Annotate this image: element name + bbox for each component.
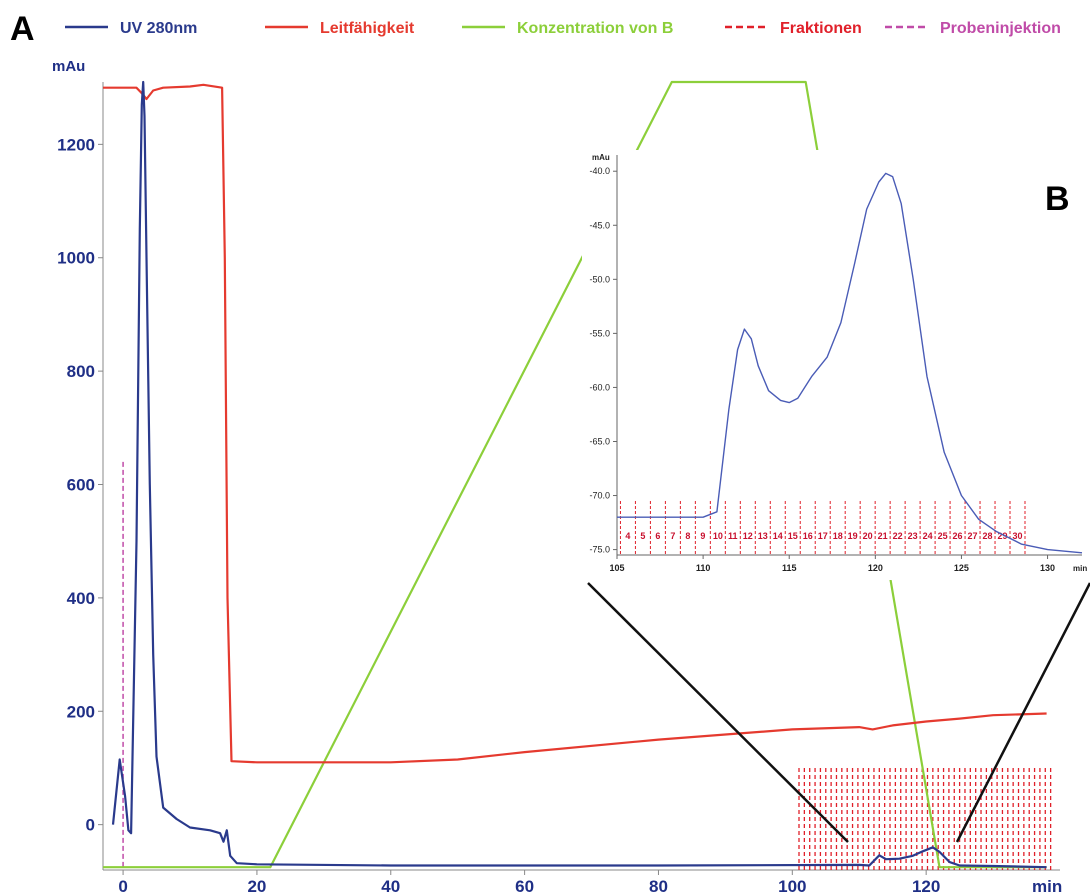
inset-fraction-label: 28: [983, 531, 993, 541]
legend-label: Fraktionen: [780, 20, 862, 37]
main-x-axis-unit: min: [1032, 877, 1062, 895]
legend-item-uv-280nm: UV 280nm: [65, 20, 197, 37]
inset-y-tick-label: -40.0: [589, 166, 610, 176]
inset-y-tick-label: -50.0: [589, 274, 610, 284]
legend-label: UV 280nm: [120, 20, 197, 37]
main-y-tick-label: 0: [86, 816, 95, 835]
inset-chart: -40.0 -45.0 -50.0 -55.0 -60.0 -65.0 -70.0 -75.0…: [582, 150, 1090, 580]
inset-fraction-label: 19: [848, 531, 858, 541]
zoom-connector-right: [955, 582, 1090, 843]
inset-fraction-label: 14: [773, 531, 783, 541]
inset-background: [582, 150, 1090, 580]
inset-fraction-markers: 4 5 6 7 8 9 10 11 12 13 14 15 16 17 18 19 20 21 22 23 24 25 26…: [619, 500, 1026, 555]
inset-fraction-label: 29: [998, 531, 1008, 541]
inset-x-tick-label: 130: [1040, 563, 1055, 573]
inset-x-tick-label: 105: [609, 563, 624, 573]
main-y-tick-label: 1000: [57, 249, 95, 268]
inset-y-tick-label: -55.0: [589, 328, 610, 338]
inset-fraction-label: 24: [923, 531, 933, 541]
main-series: [103, 80, 1047, 869]
inset-y-axis-unit: mAu: [592, 153, 610, 162]
inset-fraction-label: 15: [788, 531, 798, 541]
inset-axes: -40.0 -45.0 -50.0 -55.0 -60.0 -65.0 -70.0 -75.0…: [589, 155, 1082, 573]
main-y-tick-label: 1200: [57, 135, 95, 154]
main-fraction-markers: [798, 767, 1052, 870]
inset-fraction-label: 25: [938, 531, 948, 541]
legend-item-probeninjektion: Probeninjektion: [885, 20, 1061, 37]
inset-fraction-label: 16: [803, 531, 813, 541]
inset-x-tick-label: 120: [868, 563, 883, 573]
zoom-connector-lines: [587, 582, 1090, 843]
main-y-tick-label: 200: [67, 702, 95, 721]
zoom-connector-left: [587, 582, 849, 843]
main-x-tick-label: 100: [778, 877, 806, 895]
inset-fraction-label: 10: [713, 531, 723, 541]
main-x-tick-label: 120: [912, 877, 940, 895]
legend-label: Leitfähigkeit: [320, 20, 415, 37]
panel-label-a: A: [10, 10, 35, 48]
inset-fraction-label: 21: [878, 531, 888, 541]
legend-item-fraktionen: Fraktionen: [725, 20, 862, 37]
main-x-tick-label: 20: [247, 877, 266, 895]
inset-x-tick-label: 110: [696, 563, 711, 573]
inset-fraction-label: 8: [685, 531, 690, 541]
inset-y-tick-label: -65.0: [589, 436, 610, 446]
inset-fraction-label: 11: [728, 531, 738, 541]
inset-fraction-label: 26: [953, 531, 963, 541]
inset-fraction-label: 27: [968, 531, 978, 541]
main-x-tick-label: 60: [515, 877, 534, 895]
main-x-tick-label: 0: [118, 877, 127, 895]
main-y-tick-label: 800: [67, 362, 95, 381]
inset-fraction-label: 6: [655, 531, 660, 541]
legend-label: Konzentration von B: [517, 20, 673, 37]
main-axes: 0 200 400 600 800 1000 1200 0 20 40 60 80 100 120: [57, 82, 1060, 895]
main-series-uv-280nm: [111, 80, 1047, 869]
legend-item-konzentration-von-b: Konzentration von B: [462, 20, 673, 37]
inset-x-axis-unit: min: [1073, 564, 1087, 573]
main-x-tick-label: 40: [381, 877, 400, 895]
inset-fraction-label: 20: [863, 531, 873, 541]
inset-series: [617, 172, 1083, 554]
main-chart: 0 200 400 600 800 1000 1200 0 20 40 60 80 100 120 mAu…: [52, 58, 1062, 895]
main-y-tick-label: 600: [67, 476, 95, 495]
inset-fraction-label: 13: [758, 531, 768, 541]
inset-fraction-label: 9: [700, 531, 705, 541]
legend-item-leitf-higkeit: Leitfähigkeit: [265, 20, 415, 37]
inset-fraction-label: 7: [670, 531, 675, 541]
panel-label-b: B: [1045, 180, 1070, 218]
inset-fraction-label: 4: [625, 531, 630, 541]
inset-y-tick-label: -70.0: [589, 491, 610, 501]
main-y-tick-label: 400: [67, 589, 95, 608]
inset-x-tick-label: 125: [954, 563, 969, 573]
inset-series-uv-280nm: [617, 172, 1083, 554]
main-series-leitf-higkeit: [103, 83, 1047, 764]
main-x-tick-label: 80: [649, 877, 668, 895]
inset-y-tick-label: -60.0: [589, 382, 610, 392]
inset-x-tick-label: 115: [782, 563, 797, 573]
inset-fraction-label: 23: [908, 531, 918, 541]
legend: UV 280nm Leitfähigkeit Konzentration von B…: [65, 20, 1061, 37]
inset-fraction-label: 12: [743, 531, 753, 541]
inset-fraction-label: 17: [818, 531, 828, 541]
inset-fraction-label: 22: [893, 531, 903, 541]
main-y-axis-unit: mAu: [52, 58, 85, 75]
main-series-konzentration-von-b: [103, 80, 1047, 869]
legend-label: Probeninjektion: [940, 20, 1061, 37]
inset-y-tick-label: -75.0: [589, 545, 610, 555]
inset-fraction-label: 18: [833, 531, 843, 541]
inset-fraction-label: 5: [640, 531, 645, 541]
inset-fraction-label: 30: [1012, 531, 1022, 541]
inset-y-tick-label: -45.0: [589, 220, 610, 230]
